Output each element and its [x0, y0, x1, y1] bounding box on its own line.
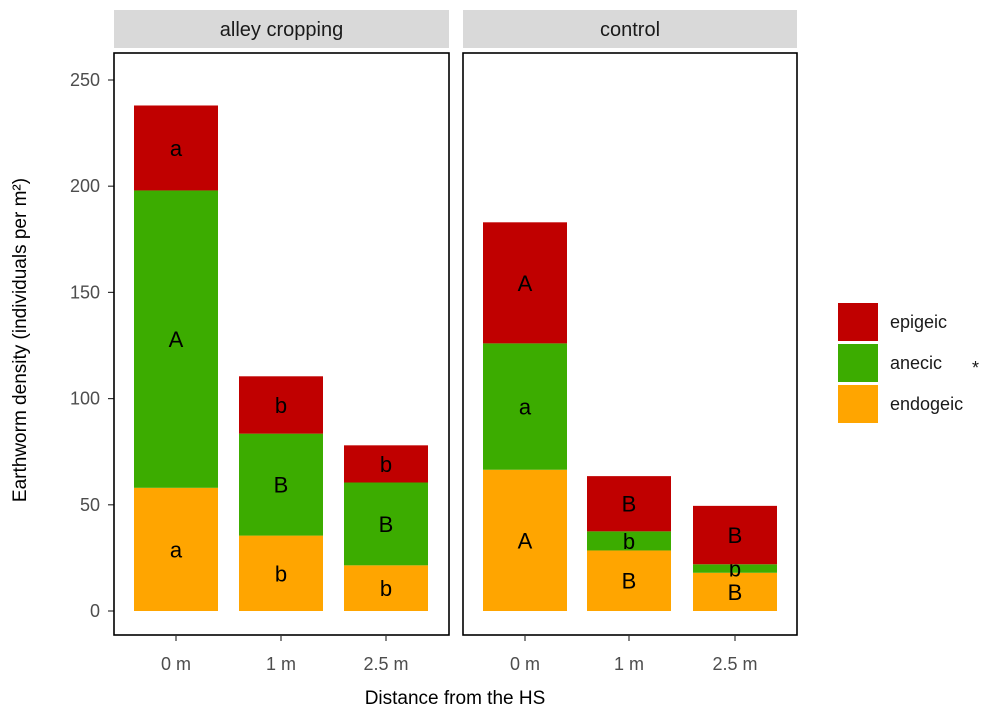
bar-segment-epigeic	[483, 222, 567, 344]
facet-strip	[114, 10, 449, 48]
facet-strip-label: control	[600, 19, 660, 41]
bar-segment-anecic	[134, 190, 218, 488]
bar-segment-epigeic	[239, 376, 323, 434]
bar-segment-epigeic	[587, 476, 671, 532]
x-tick-label: 2.5 m	[363, 654, 408, 674]
significance-letter: B	[728, 580, 743, 605]
significance-letter: b	[380, 452, 392, 477]
significance-letter: B	[622, 492, 637, 517]
significance-letter: B	[728, 523, 743, 548]
bar-segment-epigeic	[693, 505, 777, 565]
significance-letter: b	[623, 529, 635, 554]
x-axis: 0 m 1 m 2.5 m 0 m 1 m 2.5 m	[161, 635, 758, 674]
legend-key-endogeic	[838, 385, 878, 423]
significance-letter: A	[518, 271, 533, 296]
legend-label: endogeic	[890, 394, 963, 414]
significance-letter: b	[380, 576, 392, 601]
y-tick-label: 0	[90, 601, 100, 621]
bar-segment-endogeic	[344, 565, 428, 611]
x-tick-label: 1 m	[614, 654, 644, 674]
x-tick-label: 0 m	[510, 654, 540, 674]
y-tick-label: 100	[70, 389, 100, 409]
x-tick-label: 1 m	[266, 654, 296, 674]
facet-strip-label: alley cropping	[220, 19, 343, 41]
significance-letter: b	[275, 561, 287, 586]
significance-letter: a	[170, 136, 183, 161]
x-tick-label: 2.5 m	[712, 654, 757, 674]
panel-border	[462, 52, 798, 636]
significance-letter: a	[170, 537, 183, 562]
bar-segment-anecic	[693, 564, 777, 573]
bar-segment-epigeic	[344, 445, 428, 483]
legend: epigeic anecic * endogeic	[838, 303, 979, 423]
x-tick-label: 0 m	[161, 654, 191, 674]
x-axis-title: Distance from the HS	[365, 688, 546, 709]
bar-segment-endogeic	[239, 535, 323, 611]
bar-segment-epigeic	[134, 105, 218, 191]
bar-segment-endogeic	[134, 487, 218, 611]
y-tick-label: 50	[80, 495, 100, 515]
y-tick-label: 150	[70, 282, 100, 302]
y-tick-label: 250	[70, 70, 100, 90]
bar-segment-endogeic	[693, 572, 777, 611]
significance-letter: A	[518, 528, 533, 553]
legend-key-epigeic	[838, 303, 878, 341]
y-tick-label: 200	[70, 176, 100, 196]
legend-key-anecic	[838, 344, 878, 382]
legend-significance-mark: *	[972, 358, 979, 378]
significance-letter: B	[274, 473, 289, 498]
significance-letter: B	[622, 569, 637, 594]
legend-label: epigeic	[890, 312, 947, 332]
facet-panel: alley cropping a Aa b Bb b Bb	[113, 10, 450, 636]
y-axis-title: Earthworm density (individuals per m²)	[10, 178, 31, 502]
significance-letter: b	[275, 393, 287, 418]
bar-segment-anecic	[587, 531, 671, 551]
bar-segment-anecic	[239, 433, 323, 536]
facet-strip	[463, 10, 797, 48]
bar-segment-endogeic	[587, 550, 671, 611]
bar-segment-anecic	[483, 343, 567, 470]
bar-segment-anecic	[344, 482, 428, 566]
significance-letter: B	[379, 512, 394, 537]
y-axis: 0 50 100 150 200 250	[70, 70, 114, 621]
significance-letter: A	[169, 327, 184, 352]
bar-segment-endogeic	[483, 469, 567, 611]
legend-label: anecic	[890, 353, 942, 373]
significance-letter: a	[519, 395, 532, 420]
